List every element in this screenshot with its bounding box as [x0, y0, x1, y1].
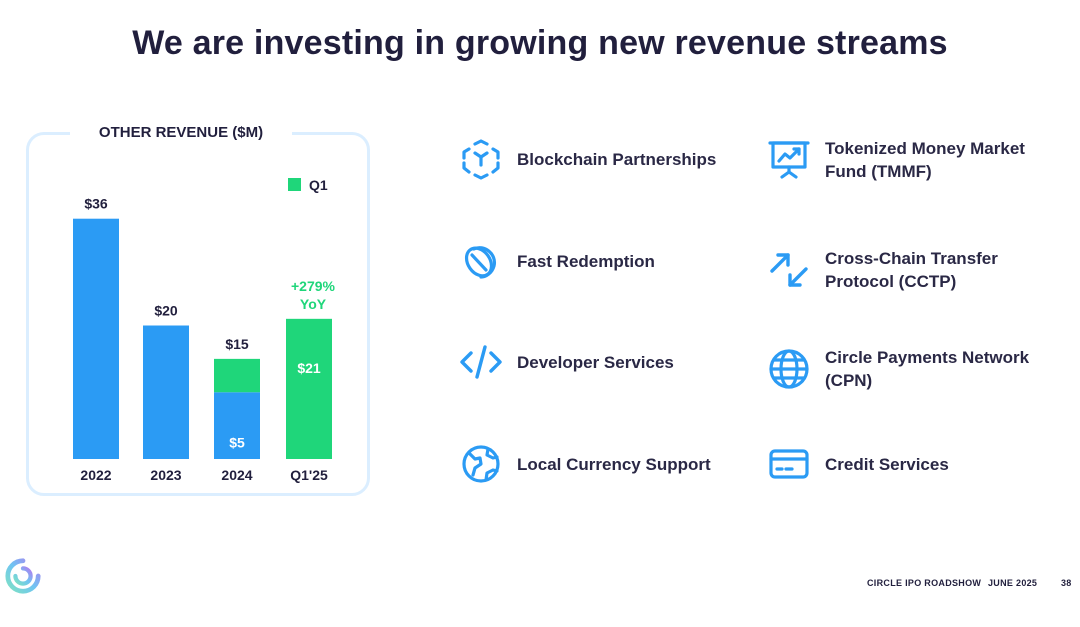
- segment-label-2024-q1: $5: [229, 434, 245, 450]
- globe-icon: [769, 349, 809, 389]
- blockchain-cube-icon: [462, 139, 500, 180]
- legend-swatch: [288, 178, 301, 191]
- feature-fast-redemption: Fast Redemption: [460, 240, 655, 282]
- presentation-chart-icon: [768, 141, 810, 179]
- x-tick-label: 2023: [150, 467, 181, 483]
- feature-cpn: Circle Payments Network (CPN): [768, 346, 1057, 392]
- growth-annotation-pct: +279%: [291, 278, 336, 294]
- bar-total-label: $36: [84, 196, 108, 212]
- bar-q1-2: [214, 358, 260, 393]
- segment-label-q125-q1: $21: [297, 360, 321, 376]
- bar-total-label: $15: [225, 336, 249, 352]
- page-title: We are investing in growing new revenue …: [132, 24, 948, 62]
- feature-blockchain-partnerships: Blockchain Partnerships: [460, 138, 716, 180]
- feature-label: Cross-Chain Transfer Protocol (CCTP): [825, 249, 998, 291]
- x-tick-label: 2022: [80, 467, 111, 483]
- chart-title: OTHER REVENUE ($M): [70, 121, 292, 145]
- legend-label: Q1: [309, 177, 328, 193]
- feature-label: Local Currency Support: [517, 454, 711, 474]
- footer-date: JUNE 2025: [988, 578, 1038, 588]
- x-tick-label: Q1'25: [290, 467, 328, 483]
- credit-card-icon: [769, 449, 809, 479]
- bar-q1-3: [286, 318, 332, 459]
- feature-tmmf: Tokenized Money Market Fund (TMMF): [768, 137, 1057, 183]
- bar-full-year-0: [73, 218, 119, 459]
- earth-icon: [462, 445, 500, 483]
- feature-label: Circle Payments Network (CPN): [825, 348, 1030, 390]
- growth-annotation-yoy: YoY: [300, 296, 327, 312]
- circle-logo: [5, 558, 41, 594]
- footer-page-number: 38: [1061, 578, 1072, 588]
- feature-developer-services: Developer Services: [460, 341, 674, 383]
- bar-full-year-1: [143, 325, 189, 459]
- bar-total-label: $20: [154, 303, 178, 319]
- feature-local-currency-support: Local Currency Support: [460, 443, 711, 485]
- feature-label: Credit Services: [825, 454, 949, 474]
- feature-label: Tokenized Money Market Fund (TMMF): [825, 139, 1025, 181]
- x-tick-label: 2024: [221, 467, 252, 483]
- footer-roadshow: CIRCLE IPO ROADSHOW: [867, 578, 982, 588]
- coin-icon: [464, 246, 497, 279]
- feature-label: Blockchain Partnerships: [517, 149, 717, 169]
- feature-label: Fast Redemption: [517, 251, 655, 271]
- code-icon: [460, 345, 502, 379]
- feature-credit-services: Credit Services: [768, 443, 949, 485]
- feature-cctp: Cross-Chain Transfer Protocol (CCTP): [768, 247, 1057, 293]
- revenue-bar-chart: 2022 $36 2023 $20 2024 $15 Q1'25 $5 $21 Q1 +279%…: [73, 177, 336, 483]
- feature-label: Developer Services: [517, 352, 674, 372]
- bar-full-year-2: [214, 392, 260, 459]
- cross-arrows-icon: [770, 253, 808, 287]
